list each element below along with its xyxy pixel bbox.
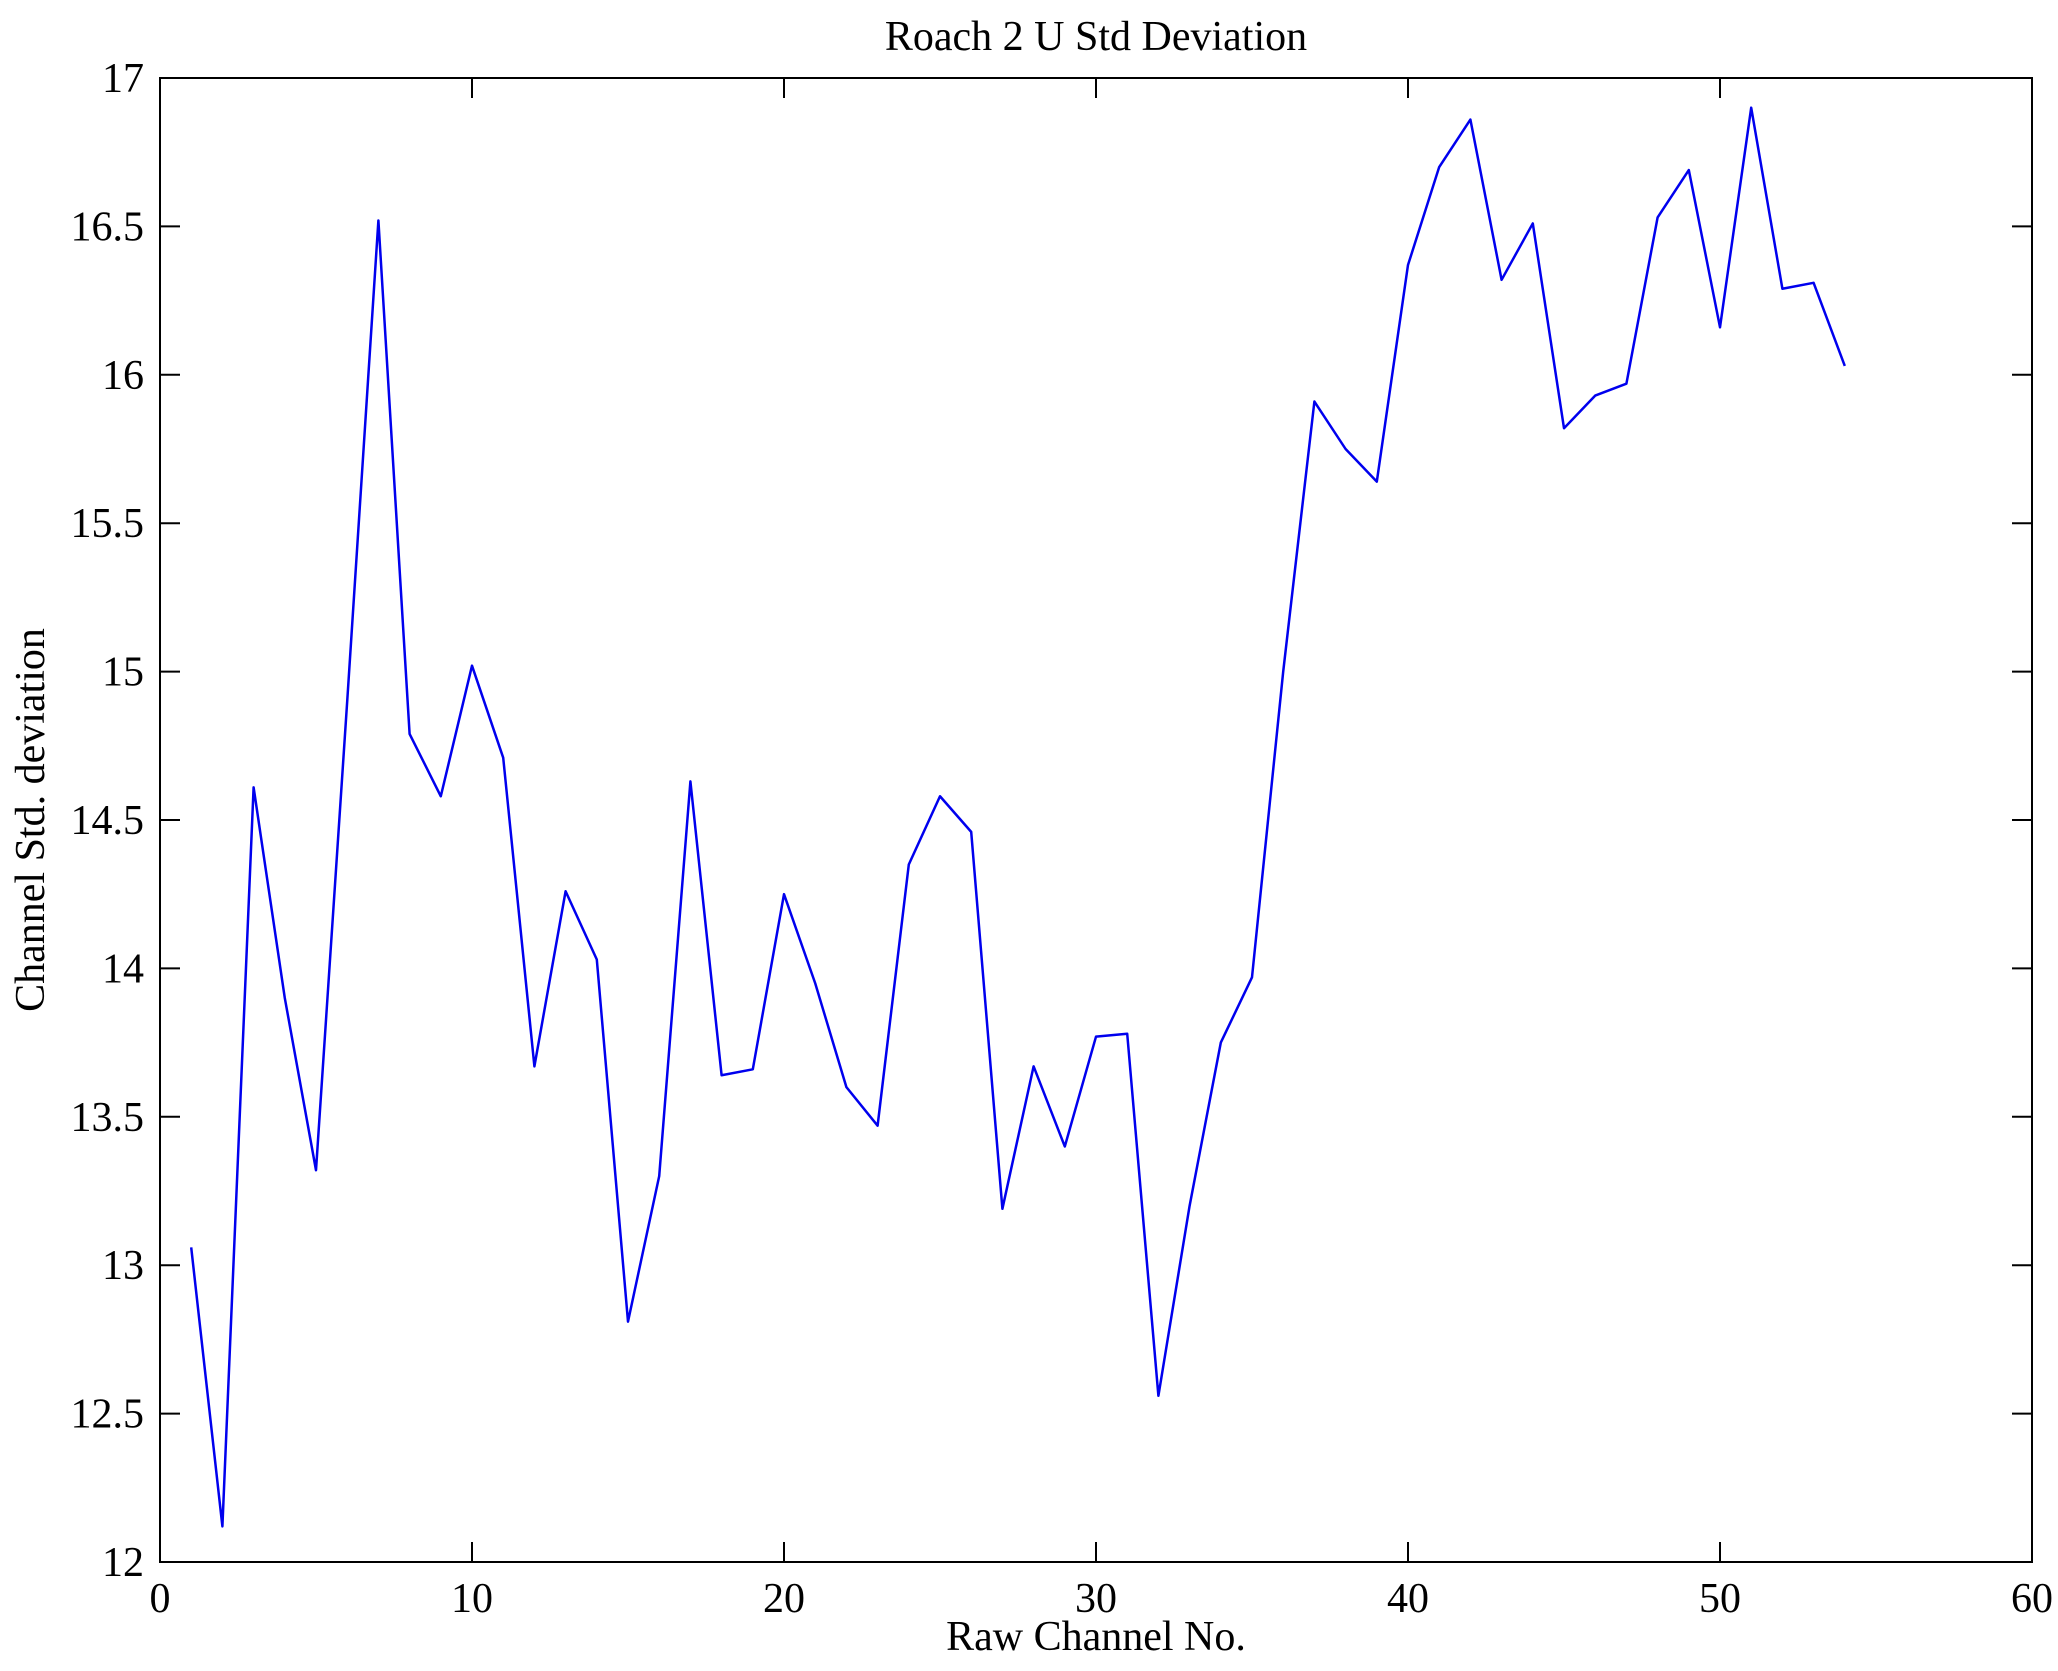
x-tick-label: 10 <box>451 1576 493 1622</box>
y-tick-label: 15 <box>102 650 144 696</box>
x-tick-label: 20 <box>763 1576 805 1622</box>
y-tick-label: 12.5 <box>71 1392 145 1438</box>
x-tick-label: 40 <box>1387 1576 1429 1622</box>
x-axis-label: Raw Channel No. <box>946 1614 1246 1660</box>
x-tick-label: 60 <box>2011 1576 2053 1622</box>
y-tick-label: 14.5 <box>71 798 145 844</box>
y-tick-label: 17 <box>102 56 144 102</box>
chart-title: Roach 2 U Std Deviation <box>885 14 1307 60</box>
y-tick-label: 12 <box>102 1540 144 1586</box>
x-tick-label: 50 <box>1699 1576 1741 1622</box>
y-tick-label: 13 <box>102 1243 144 1289</box>
y-tick-label: 14 <box>102 946 144 992</box>
y-tick-label: 15.5 <box>71 501 145 547</box>
x-tick-label: 30 <box>1075 1576 1117 1622</box>
axes-box <box>159 77 2033 1563</box>
x-tick-label: 0 <box>150 1576 171 1622</box>
data-line <box>189 106 1846 1528</box>
y-tick-label: 16 <box>102 353 144 399</box>
y-axis-label: Channel Std. deviation <box>8 628 54 1012</box>
y-tick-label: 13.5 <box>71 1095 145 1141</box>
y-tick-label: 16.5 <box>71 204 145 250</box>
